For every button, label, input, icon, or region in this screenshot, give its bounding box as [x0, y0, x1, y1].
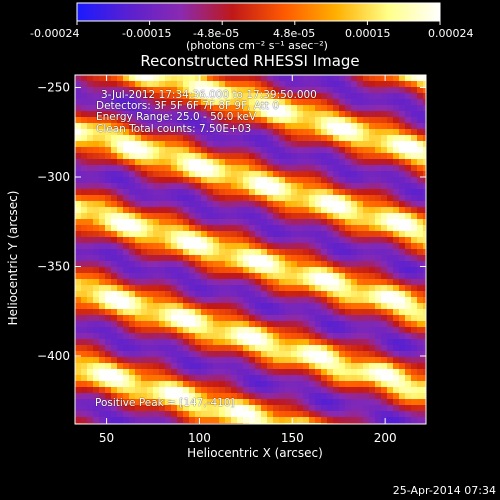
colorbar-tick-label-1: -0.00015	[122, 27, 172, 40]
plot-title: Reconstructed RHESSI Image	[140, 52, 360, 70]
plot-frame	[74, 74, 427, 425]
annotation-peak: Positive Peak = [147,-410]	[95, 397, 235, 409]
x-tick-label-3: 200	[374, 431, 397, 445]
footer-date: 25-Apr-2014 07:34	[392, 484, 496, 497]
y-tick-label-0: −250	[37, 81, 70, 95]
colorbar-tick-label-2: -4.8e-05	[193, 27, 240, 40]
colorbar-tick-label-0: -0.00024	[30, 27, 80, 40]
y-tick-label-2: −350	[37, 260, 70, 274]
y-axis-label: Heliocentric Y (arcsec)	[6, 190, 20, 326]
annotation-clean: Clean Total counts: 7.50E+03	[96, 123, 252, 135]
colorbar-tick-label-5: 0.00024	[428, 27, 474, 40]
colorbar-tick-label-4: 0.00015	[345, 27, 391, 40]
colorbar-unit-label: (photons cm⁻² s⁻¹ asec⁻²)	[186, 39, 328, 52]
x-axis-label: Heliocentric X (arcsec)	[187, 446, 323, 460]
x-tick-label-0: 50	[99, 431, 114, 445]
annotation-detectors: Detectors: 3F 5F 6F 7F 8F 9F, Att 0	[96, 100, 280, 112]
x-tick-label-1: 100	[188, 431, 211, 445]
x-tick-label-2: 150	[281, 431, 304, 445]
colorbar	[76, 2, 441, 25]
colorbar-tick-label-3: 4.8e-05	[273, 27, 316, 40]
y-tick-label-3: −400	[37, 349, 70, 363]
annotation-energy: Energy Range: 25.0 - 50.0 keV	[96, 111, 257, 123]
annotation-time-range: 3-Jul-2012 17:34:36.000 to 17:39:50.000	[101, 89, 317, 101]
heatmap-cells	[75, 75, 426, 424]
y-tick-label-1: −300	[37, 170, 70, 184]
